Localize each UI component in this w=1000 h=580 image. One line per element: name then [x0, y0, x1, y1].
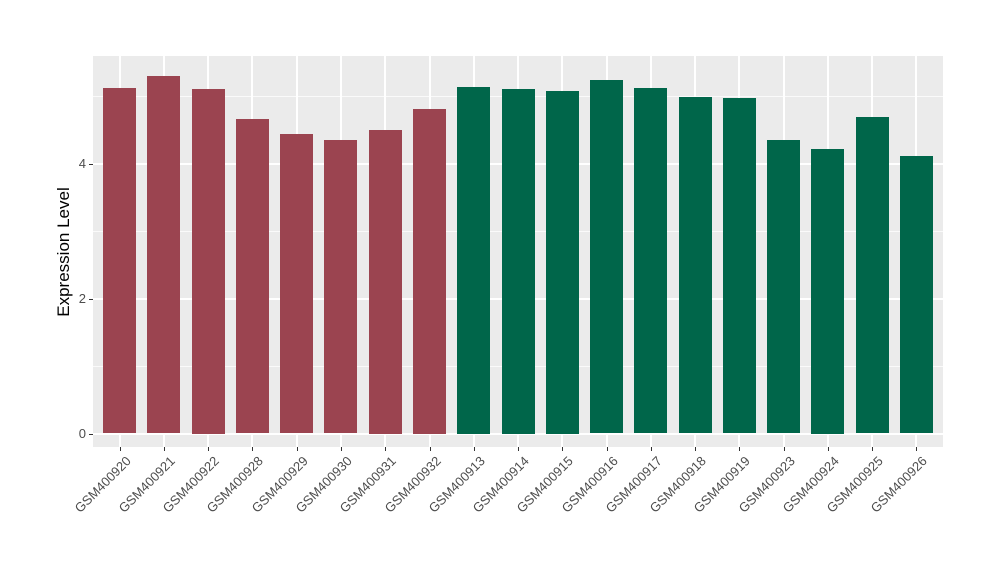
bar — [413, 109, 446, 434]
y-tick-mark — [89, 433, 93, 435]
x-tick-mark — [119, 447, 121, 451]
bar — [191, 89, 225, 434]
bar — [678, 97, 712, 434]
x-tick-mark — [340, 447, 342, 451]
bar — [235, 118, 269, 434]
x-tick-mark — [650, 447, 652, 451]
bar — [280, 134, 314, 434]
y-tick-label: 2 — [78, 291, 86, 307]
y-tick-label: 0 — [78, 426, 86, 441]
x-tick-mark — [606, 447, 608, 451]
x-tick-mark — [473, 447, 475, 451]
bar — [368, 130, 402, 434]
y-tick-mark — [89, 163, 93, 165]
y-tick-mark — [89, 298, 93, 300]
bar — [590, 80, 623, 434]
x-tick-mark — [252, 447, 254, 451]
bar — [767, 139, 801, 434]
bar — [855, 116, 889, 434]
bar — [811, 149, 845, 434]
x-tick-mark — [562, 447, 564, 451]
plot-panel — [93, 56, 943, 447]
bar — [457, 87, 491, 434]
bar — [147, 76, 181, 434]
bar — [324, 139, 358, 434]
x-tick-mark — [296, 447, 298, 451]
x-tick-mark — [385, 447, 387, 451]
bar — [103, 87, 137, 434]
x-tick-mark — [872, 447, 874, 451]
bar — [899, 155, 933, 434]
y-tick-label: 4 — [78, 156, 86, 172]
x-tick-mark — [518, 447, 519, 451]
bar — [545, 91, 579, 434]
x-tick-mark — [208, 447, 210, 451]
x-tick-mark — [429, 447, 431, 451]
x-tick-mark — [783, 447, 785, 451]
x-tick-mark — [163, 447, 165, 451]
x-tick-mark — [739, 447, 741, 451]
x-tick-mark — [695, 447, 697, 451]
bar — [634, 87, 668, 434]
x-tick-mark — [827, 447, 829, 451]
bar — [722, 97, 756, 434]
x-tick-mark — [916, 447, 918, 451]
bar — [501, 89, 535, 434]
